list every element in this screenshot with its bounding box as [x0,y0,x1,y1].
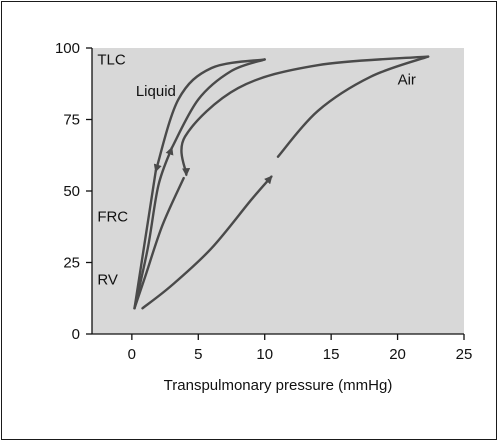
y-tick-label: 0 [72,326,80,343]
annotation-liquid: Liquid [136,83,176,100]
curve-segment-4 [133,176,185,310]
curve-segment-8 [133,169,157,310]
x-tick-label: 25 [456,346,473,363]
x-tick-label: 5 [194,346,202,363]
curve-segment-2 [276,55,430,158]
plot-area [92,48,464,334]
y-tick-label: 50 [63,183,80,200]
y-tick-label: 100 [55,40,80,57]
x-axis-label: Transpulmonary pressure (mmHg) [164,377,393,394]
curve-segment-6 [170,58,266,150]
y-tick-label: 75 [63,112,80,129]
curve-segment-3 [180,55,430,177]
x-tick-label: 0 [128,346,136,363]
annotation-air: Air [398,71,416,88]
annotation-rv: RV [97,272,118,289]
y-tick-label: 25 [63,255,80,272]
curve-segment-5 [133,146,174,310]
annotation-frc: FRC [97,209,128,226]
x-tick-label: 10 [256,346,273,363]
annotation-tlc: TLC [97,51,126,68]
curve-segment-1 [141,175,273,310]
curve-segment-7 [153,58,266,173]
x-tick-label: 15 [323,346,340,363]
x-tick-label: 20 [389,346,406,363]
